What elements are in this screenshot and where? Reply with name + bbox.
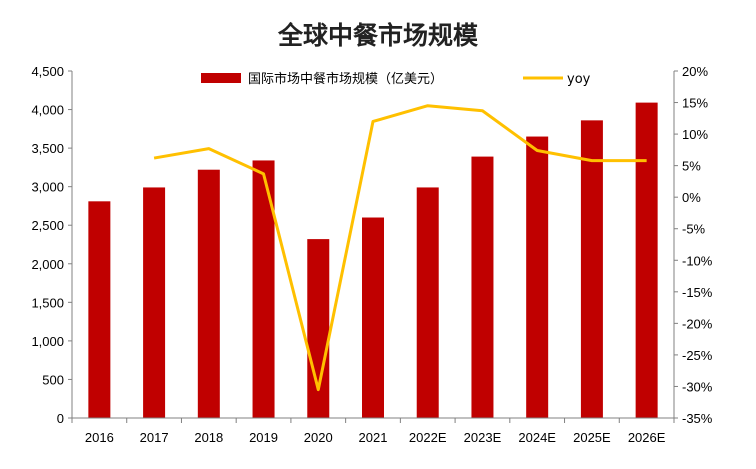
x-tick-label: 2021 <box>359 430 388 445</box>
left-tick-label: 500 <box>42 372 64 387</box>
x-tick-label: 2020 <box>304 430 333 445</box>
x-tick-label: 2019 <box>249 430 278 445</box>
right-tick-label: 15% <box>682 96 708 111</box>
bar-2026E <box>635 102 658 419</box>
left-tick-label: 1,500 <box>31 295 64 310</box>
legend-bar-swatch <box>201 73 241 83</box>
right-tick-label: 0% <box>682 190 701 205</box>
bar-2023E <box>471 156 494 419</box>
bar-2016 <box>88 201 111 418</box>
bar-2022E <box>416 187 439 418</box>
left-tick-label: 3,500 <box>31 141 64 156</box>
left-tick-label: 4,500 <box>31 64 64 79</box>
right-tick-label: -15% <box>682 285 713 300</box>
x-tick-label: 2018 <box>194 430 223 445</box>
right-tick-label: 10% <box>682 127 708 142</box>
right-tick-label: -20% <box>682 316 713 331</box>
bar-2025E <box>580 120 603 419</box>
x-tick-label: 2026E <box>628 430 666 445</box>
right-tick-label: -25% <box>682 348 713 363</box>
left-tick-label: 4,000 <box>31 103 64 118</box>
chart-title: 全球中餐市场规模 <box>277 21 478 50</box>
bar-2024E <box>526 136 549 419</box>
x-tick-label: 2023E <box>464 430 502 445</box>
bar-2018 <box>197 169 220 418</box>
bar-2021 <box>362 217 384 418</box>
left-tick-label: 2,500 <box>31 218 64 233</box>
bar-2017 <box>143 187 166 418</box>
x-tick-label: 2022E <box>409 430 447 445</box>
legend: 国际市场中餐市场规模（亿美元） yoy <box>201 71 591 87</box>
yoy-line <box>153 104 647 392</box>
x-tick-label: 2016 <box>85 430 114 445</box>
x-tick-label: 2025E <box>573 430 611 445</box>
yoy-line-layer <box>153 104 647 392</box>
right-tick-label: -35% <box>682 411 713 426</box>
x-tick-label: 2017 <box>140 430 169 445</box>
left-tick-label: 2,000 <box>31 257 64 272</box>
right-tick-label: -5% <box>682 222 706 237</box>
legend-line-label: yoy <box>567 72 591 87</box>
right-tick-label: 20% <box>682 64 708 79</box>
legend-bar-label: 国际市场中餐市场规模（亿美元） <box>248 71 443 87</box>
x-tick-label: 2024E <box>518 430 556 445</box>
left-tick-label: 0 <box>57 411 64 426</box>
left-tick-label: 3,000 <box>31 180 64 195</box>
bar-2020 <box>307 239 330 418</box>
bars-layer <box>88 102 658 419</box>
axes-layer: 0 500 1,000 1,500 2,000 2,500 3,000 3,500 4,000 4… <box>31 64 712 445</box>
bar-2019 <box>252 160 275 418</box>
right-tick-label: -30% <box>682 379 713 394</box>
right-tick-label: 5% <box>682 159 701 174</box>
left-tick-label: 1,000 <box>31 334 64 349</box>
right-tick-label: -10% <box>682 253 713 268</box>
